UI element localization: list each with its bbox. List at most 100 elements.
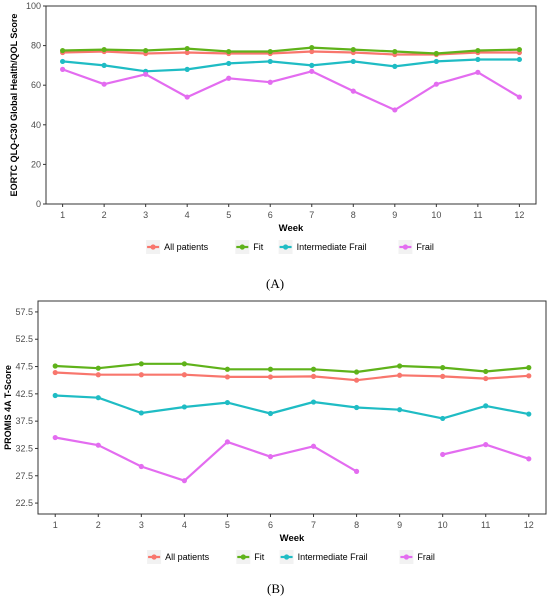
chart-b-y-axis-title: PROMIS 4A T-Score bbox=[3, 365, 13, 450]
chart-a-x-tick-label: 11 bbox=[473, 210, 482, 220]
chart-b-x-tick-label: 4 bbox=[182, 520, 187, 530]
chart-a-series-intermediate-frail-point bbox=[60, 58, 66, 65]
chart-a-x-tick-label: 8 bbox=[351, 210, 356, 220]
chart-b-series-frail-point bbox=[181, 478, 187, 484]
chart-b-legend-key-point bbox=[284, 554, 290, 560]
chart-b-series-all-patients-point bbox=[95, 372, 101, 378]
chart-a-legend-key-point bbox=[239, 244, 245, 250]
chart-a-series-fit-point bbox=[60, 47, 66, 54]
chart-b-x-tick-label: 9 bbox=[397, 520, 402, 530]
chart-a-series-frail-point bbox=[350, 88, 356, 94]
chart-b-series-intermediate-frail-point bbox=[224, 399, 231, 406]
chart-a-series-fit-line-0 bbox=[62, 46, 520, 55]
chart-b-series-intermediate-frail-point bbox=[310, 399, 317, 405]
chart-a-series-frail-point bbox=[143, 71, 149, 77]
chart-b-series-fit-point bbox=[526, 365, 532, 371]
chart-a-series-fit-point bbox=[350, 46, 356, 53]
chart-a-legend-item-frail: Frail bbox=[398, 240, 434, 254]
chart-a-series-frail-point bbox=[433, 81, 439, 87]
chart-b-series-fit-point bbox=[224, 366, 231, 372]
chart-b-x-tick-label: 10 bbox=[438, 520, 448, 530]
chart-b-series-intermediate-frail-point bbox=[138, 410, 144, 416]
chart-b-series-fit-point bbox=[181, 361, 187, 367]
chart-b-legend-item-frail: Frail bbox=[399, 550, 435, 564]
chart-b-legend-item-all-patients: All patients bbox=[147, 550, 210, 564]
chart-b-series-intermediate-frail-point bbox=[95, 395, 101, 401]
chart-b-x-tick-label: 12 bbox=[524, 520, 534, 530]
chart-a-legend-key-point bbox=[150, 244, 156, 250]
chart-a-series-fit-point bbox=[143, 47, 149, 54]
chart-b-series-fit-point bbox=[267, 366, 274, 372]
chart-b-legend-key-point bbox=[151, 554, 157, 560]
chart-b-series-all-patients-point bbox=[397, 372, 403, 378]
chart-b-x-tick-label: 11 bbox=[481, 520, 490, 530]
chart-b-series-frail-line-0 bbox=[55, 436, 358, 482]
chart-a-series-fit-point bbox=[309, 44, 315, 51]
chart-b-x-tick-label: 6 bbox=[268, 520, 273, 530]
chart-b-y-tick-label: 42.5 bbox=[15, 389, 33, 399]
chart-a-y-tick-label: 80 bbox=[31, 41, 41, 51]
chart-a-x-tick-label: 7 bbox=[309, 210, 314, 220]
chart-b-series-frail-point bbox=[52, 434, 58, 441]
chart-b-x-tick-label: 1 bbox=[53, 520, 58, 530]
chart-b-series-frail-point bbox=[483, 442, 489, 448]
chart-a-plot-frame bbox=[45, 5, 537, 205]
chart-b-legend-item-fit: Fit bbox=[236, 550, 265, 564]
chart-b-series-fit-point bbox=[138, 361, 144, 367]
chart-a-series-intermediate-frail-point bbox=[309, 62, 315, 68]
chart-b-series-frail-point bbox=[224, 439, 231, 445]
chart-b-y-tick-label: 57.5 bbox=[15, 307, 33, 317]
chart-b-series-intermediate-frail-point bbox=[483, 403, 489, 409]
chart-a-series-frail-point bbox=[60, 66, 66, 72]
chart-b-series-all-patients-point bbox=[483, 375, 489, 382]
chart-a-series-fit-point bbox=[516, 46, 522, 53]
chart-a-legend-item-fit: Fit bbox=[235, 240, 264, 254]
chart-b-series-intermediate-frail-point bbox=[181, 404, 187, 410]
chart-a-series-intermediate-frail-point bbox=[516, 56, 522, 63]
chart-a-y-tick-label: 0 bbox=[36, 199, 41, 209]
chart-a-x-tick-label: 2 bbox=[102, 210, 107, 220]
chart-b-series-frail-point bbox=[440, 451, 446, 458]
chart-a-series-frail-point bbox=[267, 79, 273, 85]
chart-a-series-fit-point bbox=[101, 46, 107, 53]
chart-b-series-all-patients-point bbox=[310, 373, 317, 379]
chart-a-series-fit-point bbox=[392, 48, 398, 55]
chart-a-x-axis-title: Week bbox=[279, 223, 304, 234]
chart-a-x-tick-label: 12 bbox=[514, 210, 524, 220]
chart-b-y-tick-label: 32.5 bbox=[15, 443, 33, 453]
chart-a-x-tick-label: 9 bbox=[392, 210, 397, 220]
chart-a-series-frail-point bbox=[475, 69, 481, 75]
chart-a-x-tick-label: 4 bbox=[185, 210, 190, 220]
chart-b-x-tick-label: 7 bbox=[311, 520, 316, 530]
chart-a-series-all-patients-line-0 bbox=[62, 50, 520, 56]
chart-a-series-frail-point bbox=[226, 75, 232, 81]
chart-b-series-fit-point bbox=[440, 365, 446, 371]
chart-a-series-frail-line-0 bbox=[62, 68, 520, 112]
chart-a-legend-label: Fit bbox=[253, 242, 263, 252]
chart-b-x-tick-label: 3 bbox=[139, 520, 144, 530]
chart-a-series-intermediate-frail-point bbox=[101, 62, 107, 68]
chart-a-y-tick-label: 20 bbox=[31, 159, 41, 169]
chart-b-series-all-patients-point bbox=[224, 374, 231, 380]
chart-b-series-all-patients-point bbox=[267, 374, 274, 380]
chart-b: 22.527.532.537.542.547.552.557.51 2 3 4 5 6 7 8… bbox=[3, 300, 547, 564]
chart-a-legend-label: Frail bbox=[416, 242, 434, 252]
chart-b-x-tick-label: 8 bbox=[354, 520, 359, 530]
chart-b-series-all-patients-point bbox=[181, 372, 187, 378]
chart-b-y-tick-label: 52.5 bbox=[15, 334, 33, 344]
chart-a-legend-item-intermediate-frail: Intermediate Frail bbox=[278, 240, 367, 254]
chart-b-y-tick-label: 37.5 bbox=[15, 416, 33, 426]
chart-b-series-intermediate-frail-point bbox=[353, 404, 360, 411]
chart-b-x-tick-label: 5 bbox=[225, 520, 230, 530]
chart-b-series-all-patients-point bbox=[526, 373, 532, 379]
chart-b-series-fit-point bbox=[353, 369, 360, 375]
chart-a-series-intermediate-frail-point bbox=[392, 63, 398, 69]
chart-b-x-tick-label: 2 bbox=[96, 520, 101, 530]
chart-a-x-tick-label: 6 bbox=[268, 210, 273, 220]
chart-a-legend-key-point bbox=[283, 244, 289, 250]
chart-b-series-frail-point bbox=[310, 443, 317, 449]
chart-a-series-intermediate-frail-point bbox=[267, 58, 273, 65]
chart-a-y-axis-title: EORTC QLQ-C30 Global Health/QOL Score bbox=[9, 14, 19, 197]
chart-b-series-fit-point bbox=[483, 368, 489, 375]
